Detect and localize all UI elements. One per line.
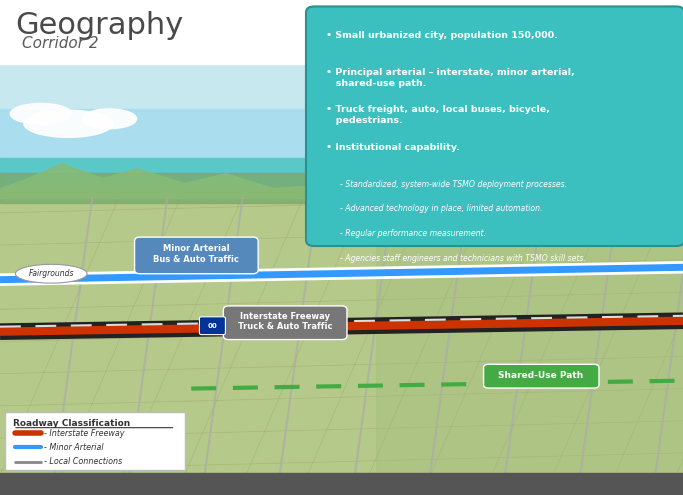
Bar: [0, 0, 683, 64]
Ellipse shape: [82, 109, 137, 129]
Text: - Local Connections: - Local Connections: [44, 457, 123, 466]
Text: Interstate Freeway
Truck & Auto Traffic: Interstate Freeway Truck & Auto Traffic: [238, 312, 332, 332]
FancyBboxPatch shape: [484, 364, 599, 388]
Text: - Agencies staff engineers and technicians with TSMO skill sets.: - Agencies staff engineers and technicia…: [335, 254, 585, 263]
Text: - Advanced technology in place, limited automation.: - Advanced technology in place, limited …: [335, 204, 542, 213]
Bar: [0, 64, 683, 109]
Text: Roadway Classification: Roadway Classification: [13, 419, 130, 428]
Ellipse shape: [10, 103, 72, 124]
Text: - Standardized, system-wide TSMO deployment processes.: - Standardized, system-wide TSMO deploym…: [335, 180, 567, 189]
Ellipse shape: [24, 110, 113, 137]
Bar: [0, 188, 683, 495]
Bar: [0, 473, 683, 495]
Text: • Institutional capability.: • Institutional capability.: [326, 143, 460, 151]
FancyBboxPatch shape: [306, 6, 683, 246]
Bar: [376, 198, 683, 475]
Text: Geography: Geography: [15, 11, 183, 40]
Ellipse shape: [15, 264, 87, 283]
Text: Corridor 2: Corridor 2: [22, 36, 98, 50]
Text: 00: 00: [208, 323, 217, 329]
Text: - Regular performance measurement.: - Regular performance measurement.: [335, 229, 486, 238]
FancyBboxPatch shape: [5, 412, 185, 470]
Text: • Truck freight, auto, local buses, bicycle,
   pedestrians.: • Truck freight, auto, local buses, bicy…: [326, 105, 550, 125]
FancyBboxPatch shape: [135, 237, 258, 274]
FancyBboxPatch shape: [223, 306, 347, 340]
Bar: [0, 173, 683, 203]
Bar: [0, 158, 683, 198]
Text: - Interstate Freeway: - Interstate Freeway: [44, 429, 125, 438]
Text: • Small urbanized city, population 150,000.: • Small urbanized city, population 150,0…: [326, 31, 558, 40]
Text: Fairgrounds: Fairgrounds: [29, 269, 74, 278]
Text: Shared-Use Path: Shared-Use Path: [499, 371, 583, 380]
Text: • Principal arterial – interstate, minor arterial,
   shared-use path.: • Principal arterial – interstate, minor…: [326, 68, 575, 88]
Bar: [0, 109, 683, 158]
Text: - Minor Arterial: - Minor Arterial: [44, 443, 104, 452]
FancyBboxPatch shape: [199, 317, 225, 335]
Text: Minor Arterial
Bus & Auto Traffic: Minor Arterial Bus & Auto Traffic: [153, 244, 239, 264]
